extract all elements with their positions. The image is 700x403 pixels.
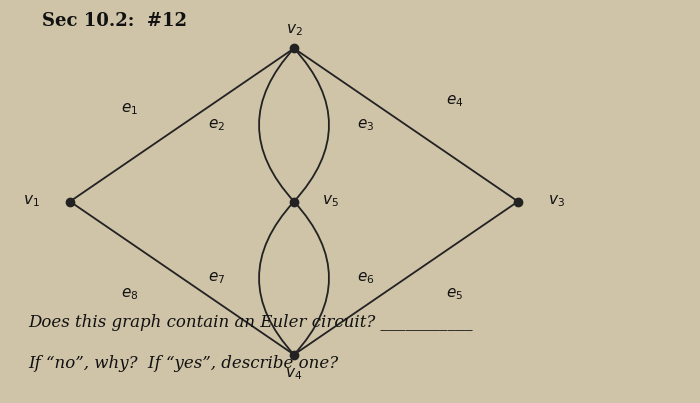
Text: Does this graph contain an Euler circuit? ___________: Does this graph contain an Euler circuit… xyxy=(28,314,472,331)
Text: $e_7$: $e_7$ xyxy=(209,270,225,286)
Text: $e_3$: $e_3$ xyxy=(358,117,374,133)
Text: $v_5$: $v_5$ xyxy=(322,194,339,209)
Text: If “no”, why?  If “yes”, describe one?: If “no”, why? If “yes”, describe one? xyxy=(28,355,338,372)
Text: $v_1$: $v_1$ xyxy=(23,194,40,209)
Text: $e_6$: $e_6$ xyxy=(357,270,375,286)
Text: $e_1$: $e_1$ xyxy=(121,101,138,116)
Text: $e_8$: $e_8$ xyxy=(121,287,138,302)
Text: $e_4$: $e_4$ xyxy=(447,93,463,108)
Text: $e_2$: $e_2$ xyxy=(209,117,225,133)
Text: $e_5$: $e_5$ xyxy=(447,287,463,302)
Text: $v_3$: $v_3$ xyxy=(548,194,565,209)
Text: $v_4$: $v_4$ xyxy=(286,366,302,382)
Text: $v_2$: $v_2$ xyxy=(286,23,302,38)
Text: Sec 10.2:  #12: Sec 10.2: #12 xyxy=(42,12,187,30)
